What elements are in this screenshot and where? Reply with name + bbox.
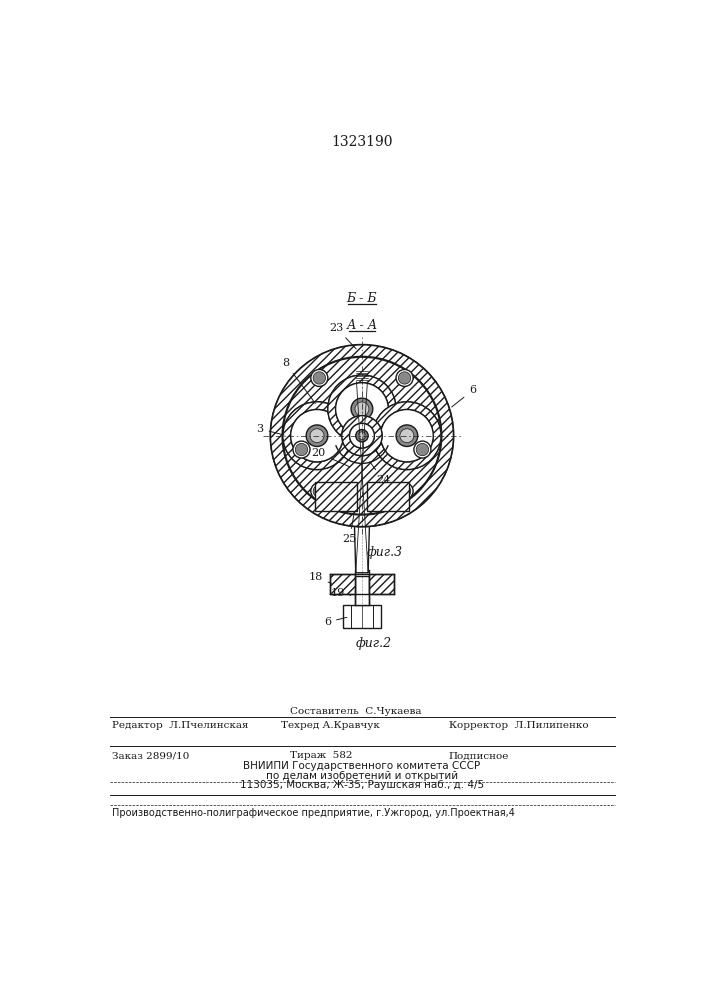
Text: 8: 8 — [282, 358, 315, 403]
Text: 23: 23 — [329, 323, 356, 349]
Polygon shape — [344, 605, 380, 628]
Circle shape — [396, 483, 413, 500]
Circle shape — [416, 443, 428, 456]
Polygon shape — [369, 574, 394, 594]
Text: 6: 6 — [452, 385, 476, 407]
Circle shape — [328, 375, 396, 443]
Text: Б - Б: Б - Б — [346, 292, 378, 305]
Text: фиг.3: фиг.3 — [367, 546, 403, 559]
Circle shape — [351, 398, 373, 420]
Text: ВНИИПИ Государственного комитета СССР: ВНИИПИ Государственного комитета СССР — [243, 761, 481, 771]
Text: по делам изобретений и открытий: по делам изобретений и открытий — [266, 771, 458, 781]
Circle shape — [293, 441, 310, 458]
Text: Техред А.Кравчук: Техред А.Кравчук — [281, 721, 380, 730]
Polygon shape — [315, 482, 357, 511]
Text: Подписное: Подписное — [449, 751, 509, 760]
Circle shape — [400, 429, 414, 443]
Circle shape — [311, 483, 328, 500]
Text: 113035, Москва, Ж-35, Раушская наб., д. 4/5: 113035, Москва, Ж-35, Раушская наб., д. … — [240, 780, 484, 790]
Text: Заказ 2899/10: Заказ 2899/10 — [112, 751, 189, 760]
Circle shape — [396, 369, 413, 386]
Circle shape — [283, 402, 351, 470]
Text: 19: 19 — [330, 588, 351, 598]
Text: 3: 3 — [257, 424, 284, 435]
Circle shape — [313, 485, 325, 497]
Circle shape — [358, 432, 366, 440]
Text: Корректор  Л.Пилипенко: Корректор Л.Пилипенко — [449, 721, 588, 730]
Text: фиг.2: фиг.2 — [356, 637, 392, 650]
Polygon shape — [354, 382, 370, 573]
Text: 20: 20 — [312, 448, 349, 467]
Text: 6: 6 — [324, 617, 347, 627]
Circle shape — [373, 402, 441, 470]
Text: 25: 25 — [343, 515, 357, 544]
Circle shape — [311, 369, 328, 386]
Polygon shape — [367, 482, 409, 511]
Circle shape — [306, 425, 328, 446]
Circle shape — [291, 410, 344, 462]
Circle shape — [313, 372, 325, 384]
Circle shape — [356, 430, 368, 442]
Circle shape — [310, 429, 324, 443]
Text: 18: 18 — [308, 572, 332, 583]
Circle shape — [398, 372, 411, 384]
Text: Редактор  Л.Пчелинская: Редактор Л.Пчелинская — [112, 721, 248, 730]
Text: Составитель  С.Чукаева: Составитель С.Чукаева — [290, 707, 421, 716]
Polygon shape — [355, 368, 369, 382]
Text: 1323190: 1323190 — [331, 135, 392, 149]
Circle shape — [414, 441, 431, 458]
Circle shape — [349, 423, 374, 448]
Circle shape — [380, 410, 433, 462]
Circle shape — [341, 416, 382, 456]
Circle shape — [283, 357, 441, 514]
Polygon shape — [330, 574, 355, 594]
Circle shape — [336, 383, 388, 435]
Text: Производственно-полиграфическое предприятие, г.Ужгород, ул.Проектная,4: Производственно-полиграфическое предприя… — [112, 808, 515, 818]
Text: Тираж  582: Тираж 582 — [290, 751, 352, 760]
Circle shape — [396, 425, 418, 446]
Circle shape — [355, 402, 369, 416]
Text: 24: 24 — [370, 462, 390, 485]
Text: А - А: А - А — [346, 319, 378, 332]
Polygon shape — [355, 576, 369, 605]
Circle shape — [271, 345, 453, 527]
Circle shape — [398, 485, 411, 497]
Circle shape — [296, 443, 308, 456]
